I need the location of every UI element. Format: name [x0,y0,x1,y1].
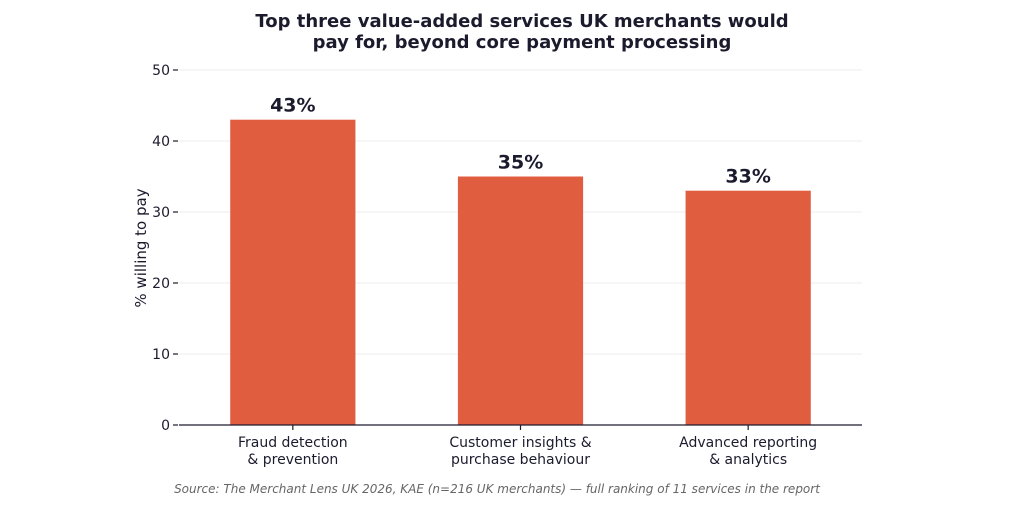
source-note: Source: The Merchant Lens UK 2026, KAE (… [174,482,821,496]
x-category-label: & analytics [709,452,787,468]
x-category-label: Customer insights & [449,435,591,451]
bar [230,119,356,425]
bar-value-label: 43% [270,95,315,117]
y-axis-label: % willing to pay [132,188,150,307]
x-axis: Fraud detection& prevention Customer insi… [179,424,862,468]
chart-title-line-2: pay for, beyond core payment processing [313,32,732,53]
bar [685,190,811,425]
y-tick-label: 30 [152,205,170,221]
data-labels: 43% 35% 33% [270,95,771,188]
y-tick-label: 50 [152,63,170,79]
bar-value-label: 35% [498,152,543,174]
chart-title: Top three value-added services UK mercha… [255,11,788,53]
x-category-label: & prevention [247,452,338,468]
y-axis: 0 10 20 30 40 50 [152,63,178,434]
bar [457,176,584,425]
bar-value-label: 33% [725,166,770,188]
x-category-label: Advanced reporting [679,435,817,451]
y-tick-label: 0 [161,418,170,434]
x-category-label: purchase behaviour [451,452,590,468]
y-tick-label: 10 [152,347,170,363]
chart-title-line-1: Top three value-added services UK mercha… [255,11,788,32]
y-tick-label: 20 [152,276,170,292]
y-tick-label: 40 [152,134,170,150]
x-category-label: Fraud detection [238,435,348,451]
bars [230,119,811,425]
